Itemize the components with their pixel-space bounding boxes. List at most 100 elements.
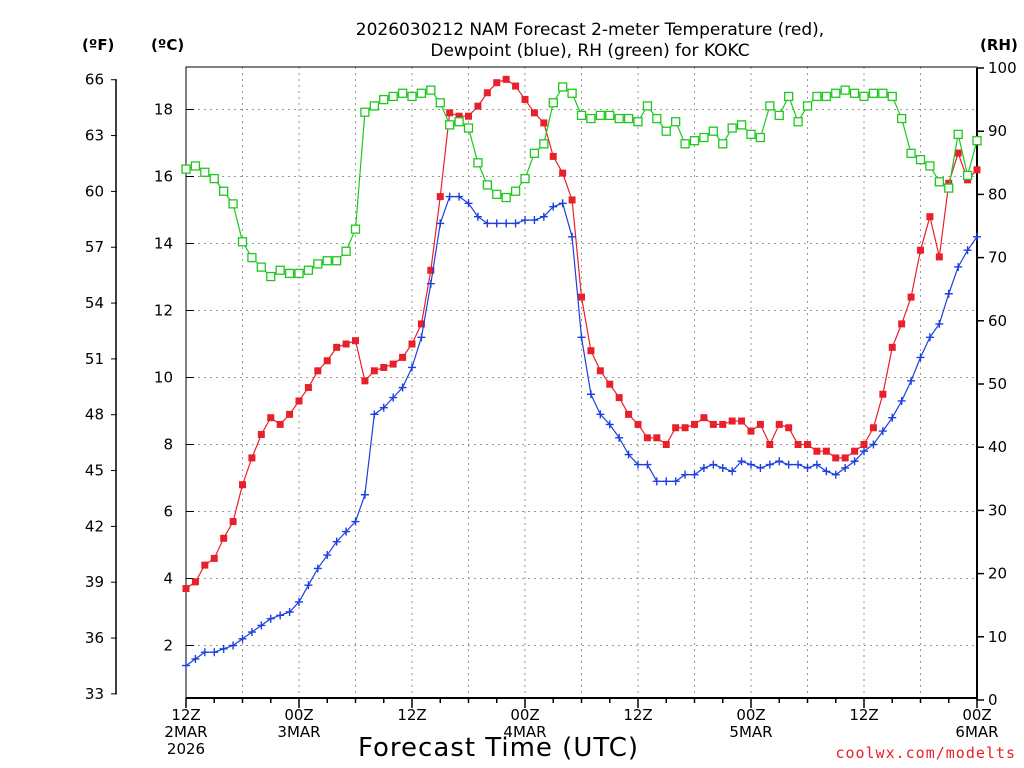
fahrenheit-tick-label: 45 — [85, 462, 104, 480]
temperature-point — [804, 441, 811, 448]
temperature-point — [380, 363, 388, 371]
rh-point — [558, 82, 568, 92]
fahrenheit-tick-label: 63 — [85, 127, 104, 145]
x-tick-label-line1: 00Z — [736, 706, 766, 724]
temperature-point — [775, 420, 783, 428]
rh-point — [548, 98, 558, 108]
rh-point — [539, 139, 549, 149]
dewpoint-point — [869, 440, 878, 449]
rh-point — [934, 177, 944, 187]
temperature-point — [643, 434, 651, 442]
rh-point — [492, 189, 502, 200]
dewpoint-point — [586, 390, 595, 399]
chart-title-line-1: 2026030212 NAM Forecast 2-meter Temperat… — [355, 20, 825, 40]
temperature-point — [483, 89, 491, 97]
dewpoint-point — [247, 628, 256, 637]
rh-point — [906, 148, 916, 158]
plot-frame — [185, 66, 978, 699]
dewpoint-point — [925, 333, 934, 342]
fahrenheit-tick-label: 36 — [85, 629, 104, 647]
dewpoint-point — [238, 634, 247, 643]
rh-point — [897, 113, 907, 124]
dewpoint-point — [916, 353, 925, 362]
dewpoint-point — [323, 551, 332, 560]
dewpoint-point — [860, 447, 868, 456]
temperature-point — [549, 152, 557, 160]
data-series — [181, 75, 982, 670]
dewpoint-point — [634, 460, 642, 469]
temperature-point — [653, 434, 661, 442]
x-tick-label-line1: 12Z — [171, 706, 201, 724]
x-tick-label: 12Z 2MAR 2026 — [146, 707, 226, 758]
dewpoint-point — [229, 641, 238, 650]
temperature-point — [907, 293, 915, 301]
temperature-point — [389, 360, 397, 368]
temperature-point — [935, 253, 943, 261]
x-tick-label-line2: 5MAR — [729, 723, 773, 741]
temperature-point — [521, 95, 529, 103]
dewpoint-point — [539, 212, 548, 221]
rh-point — [586, 113, 596, 124]
dewpoint-point — [794, 460, 803, 469]
dewpoint-point — [285, 608, 294, 616]
dewpoint-point — [765, 460, 774, 469]
temperature-point — [888, 343, 896, 351]
dewpoint-point — [210, 648, 219, 657]
dewpoint-point — [812, 460, 821, 469]
temperature-point — [719, 420, 727, 428]
dewpoint-point — [944, 289, 953, 298]
temperature-point — [229, 518, 237, 526]
temperature-point — [738, 417, 746, 425]
rh-tick-label: 60 — [988, 312, 1007, 330]
rh-point — [755, 132, 766, 143]
temperature-point — [427, 266, 435, 274]
rh-point — [944, 183, 954, 193]
rh-point — [416, 88, 427, 98]
rh-point — [925, 161, 935, 171]
dewpoint-point — [549, 202, 558, 211]
celsius-tick-label: 16 — [154, 168, 173, 186]
rh-point — [219, 186, 229, 196]
rh-point — [633, 117, 643, 127]
temperature-point — [841, 454, 849, 462]
dewpoint-point — [775, 457, 784, 466]
dewpoint-point — [671, 477, 680, 486]
temperature-point — [813, 447, 821, 455]
x-tick-label: 12Z — [598, 707, 678, 758]
rh-point — [821, 91, 831, 102]
temperature-point — [540, 119, 548, 127]
temperature-point — [239, 481, 246, 489]
dewpoint-point — [426, 279, 435, 288]
dewpoint-series — [182, 192, 981, 670]
rh-point — [369, 101, 379, 111]
dewpoint-point — [276, 611, 285, 620]
x-tick-label-line2: 3MAR — [277, 723, 321, 741]
dewpoint-point — [455, 192, 464, 201]
dewpoint-point — [568, 232, 577, 241]
x-tick-label: 00Z 5MAR — [711, 707, 791, 758]
temperature-point — [323, 357, 331, 365]
temperature-point — [502, 75, 510, 83]
rh-point — [275, 265, 285, 275]
grid-lines — [186, 67, 977, 698]
celsius-tick-label: 8 — [163, 436, 173, 454]
celsius-tick-label: 14 — [154, 235, 173, 253]
rh-point — [284, 268, 295, 279]
rh-tick-label: 80 — [988, 185, 1007, 203]
temperature-point — [474, 102, 482, 110]
axes: 2 4 6 8 10 12 14 16 18 33 36 39 42 45 48 51 54 57 60 63 66 0 1… — [85, 59, 1017, 709]
fahrenheit-axis-label: (ºF) — [82, 36, 115, 54]
rh-point — [473, 158, 483, 168]
fahrenheit-tick-label: 48 — [85, 406, 104, 424]
temperature-point — [417, 320, 425, 328]
dewpoint-point — [313, 564, 322, 573]
rh-point — [407, 91, 417, 102]
rh-tick-label: 10 — [988, 628, 1007, 646]
rh-point — [379, 94, 389, 105]
rh-point — [181, 164, 191, 174]
temperature-point — [832, 454, 840, 462]
temperature-point — [314, 367, 322, 375]
rh-point — [313, 259, 323, 269]
dewpoint-point — [747, 460, 755, 469]
rh-point — [652, 113, 662, 124]
